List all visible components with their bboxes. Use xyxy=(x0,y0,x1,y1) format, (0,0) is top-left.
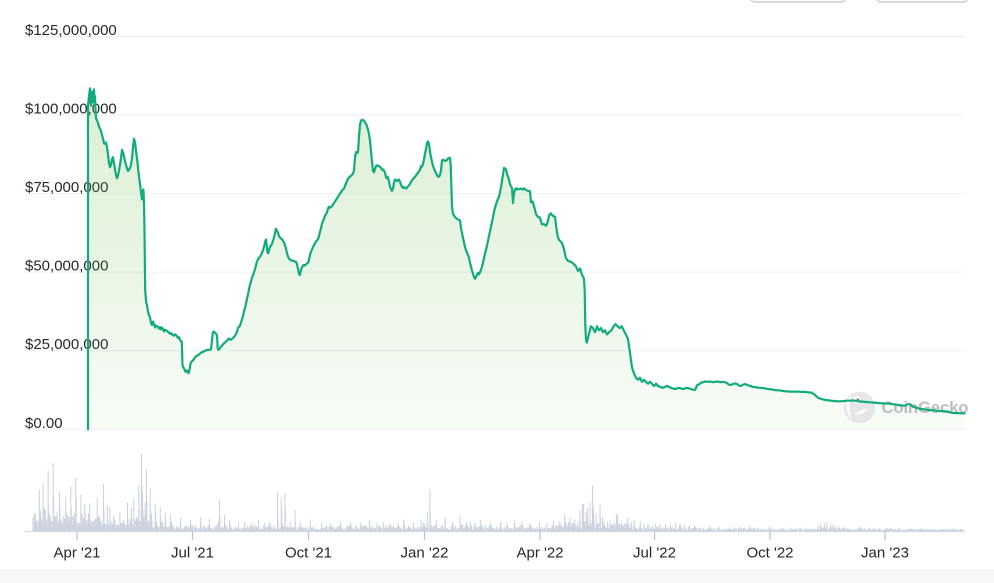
svg-text:Apr '22: Apr '22 xyxy=(516,545,563,562)
svg-text:CoinGecko: CoinGecko xyxy=(882,398,969,417)
svg-text:Jan '22: Jan '22 xyxy=(401,545,449,562)
svg-text:Oct '22: Oct '22 xyxy=(746,545,793,562)
svg-text:$125,000,000: $125,000,000 xyxy=(25,22,117,39)
svg-text:Jul '22: Jul '22 xyxy=(633,545,676,562)
svg-text:$0.00: $0.00 xyxy=(25,415,63,432)
svg-text:Apr '21: Apr '21 xyxy=(53,545,100,562)
svg-text:$100,000,000: $100,000,000 xyxy=(25,101,117,118)
svg-text:Oct '21: Oct '21 xyxy=(285,545,332,562)
svg-text:Jan '23: Jan '23 xyxy=(861,545,909,562)
svg-text:Jul '21: Jul '21 xyxy=(171,545,214,562)
